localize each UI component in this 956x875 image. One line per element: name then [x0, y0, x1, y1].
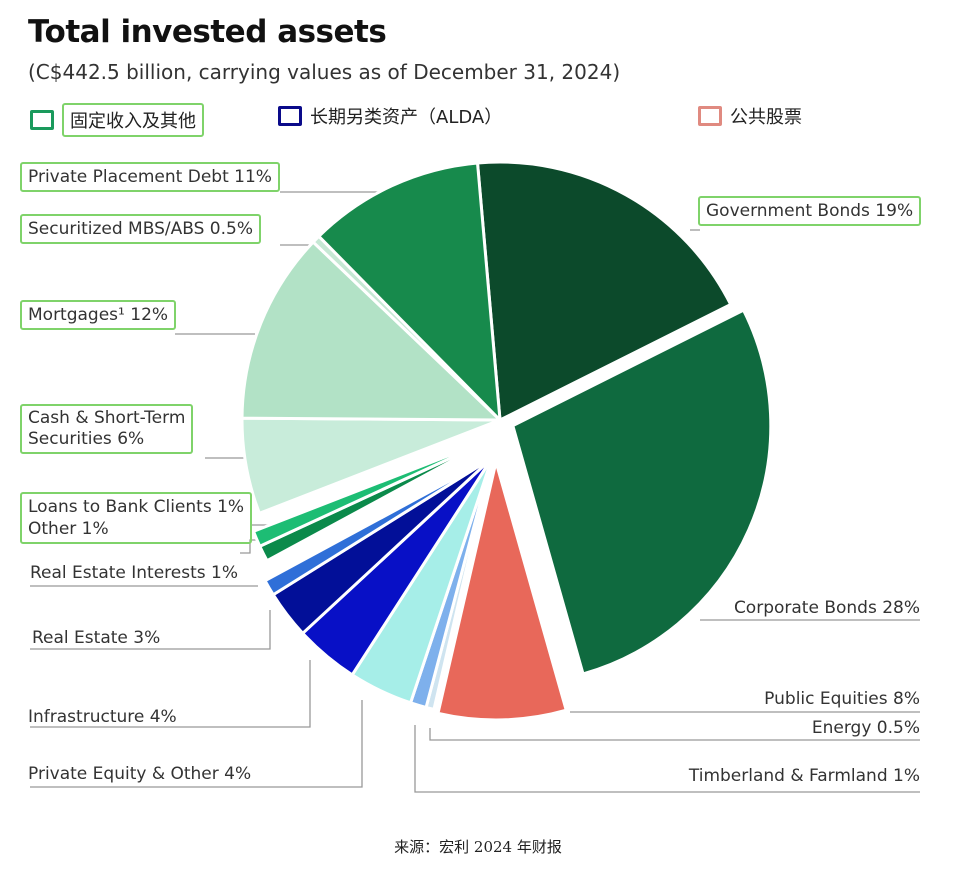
label-private-placement-debt: Private Placement Debt 11% [20, 162, 280, 192]
pie-slice-government-bonds [475, 160, 733, 423]
source-note: 来源：宏利 2024 年财报 [394, 838, 562, 856]
label-line: Cash & Short-Term [28, 408, 186, 428]
label-cash-short-term: Cash & Short-Term Securities 6% [20, 404, 194, 454]
chart-title: Total invested assets [28, 14, 387, 50]
legend-label: 固定收入及其他 [62, 103, 204, 137]
legend-item-alda: 长期另类资产（ALDA） [278, 103, 502, 129]
pie-slice-private-placement-debt [316, 161, 502, 425]
legend-swatch [278, 106, 302, 126]
pie-slice-mortgages [240, 239, 504, 422]
pie-slice-real-estate-interests [263, 456, 493, 597]
pie-slice-public-equities [436, 461, 569, 722]
legend-label: 长期另类资产（ALDA） [310, 107, 503, 128]
label-corporate-bonds: Corporate Bonds 28% [733, 598, 920, 618]
pie-slice-other [251, 436, 495, 549]
label-loans-to-bank-clients: Loans to Bank Clients 1% [28, 497, 245, 517]
label-private-equity-other: Private Equity & Other 4% [28, 764, 252, 784]
label-securitized-mbs-abs: Securitized MBS/ABS 0.5% [20, 214, 261, 244]
legend-swatch [30, 110, 54, 130]
chart-subtitle: (C$442.5 billion, carrying values as of … [28, 60, 621, 84]
label-energy: Energy 0.5% [811, 718, 920, 738]
label-government-bonds: Government Bonds 19% [698, 196, 922, 226]
label-loans-other: Loans to Bank Clients 1% Other 1% [20, 492, 253, 544]
label-infrastructure: Infrastructure 4% [28, 707, 177, 727]
label-real-estate: Real Estate 3% [32, 628, 161, 648]
label-public-equities: Public Equities 8% [764, 689, 920, 709]
legend-label: 公共股票 [730, 107, 802, 128]
pie-slice-corporate-bonds [511, 308, 773, 676]
label-timberland-farmland: Timberland & Farmland 1% [688, 766, 920, 786]
legend-swatch [698, 106, 722, 126]
legend-item-public-equities: 公共股票 [698, 103, 802, 129]
legend-item-fixed-income: 固定收入及其他 [30, 103, 204, 137]
label-mortgages: Mortgages¹ 12% [20, 300, 177, 330]
label-real-estate-interests: Real Estate Interests 1% [30, 563, 239, 583]
label-line: Securities 6% [28, 429, 145, 449]
label-other: Other 1% [28, 519, 109, 539]
